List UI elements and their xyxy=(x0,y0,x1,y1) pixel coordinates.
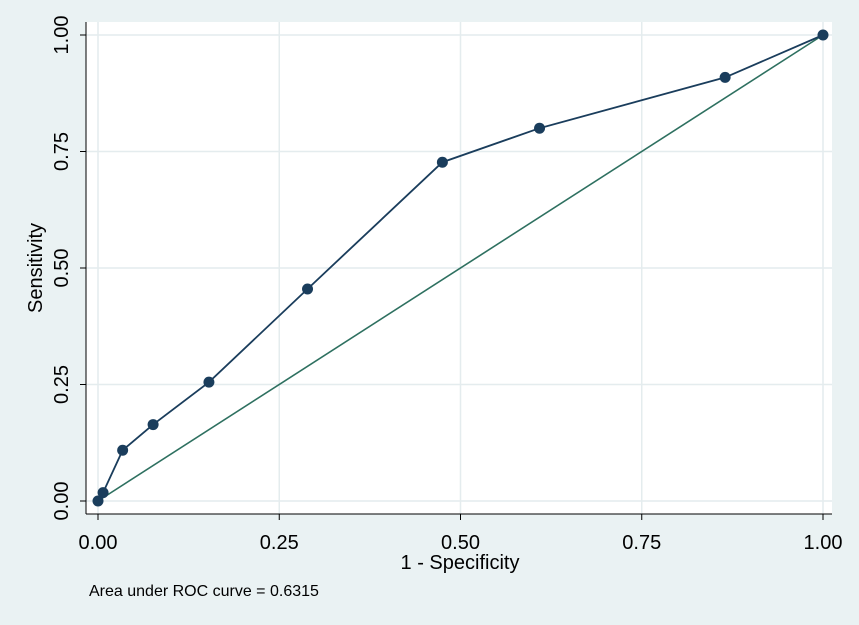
x-tick-label: 0.25 xyxy=(260,532,299,554)
axis-ticks: 0.00 0.25 0.50 0.75 1.00 0.00 0.25 0.50 0.75 1.00 xyxy=(51,16,842,554)
roc-point xyxy=(719,71,731,83)
reference-diagonal-line xyxy=(97,34,824,502)
y-tick-label: 0.50 xyxy=(51,249,73,288)
y-tick-label: 1.00 xyxy=(51,16,73,55)
roc-point xyxy=(534,122,546,134)
x-tick-label: 0.75 xyxy=(622,532,661,554)
y-axis-title: Sensitivity xyxy=(25,223,47,313)
roc-point xyxy=(147,419,159,431)
roc-point xyxy=(302,283,314,295)
x-axis-title: 1 - Specificity xyxy=(401,552,520,574)
roc-point xyxy=(97,487,109,499)
roc-point xyxy=(436,156,448,168)
y-tick-label: 0.00 xyxy=(51,482,73,521)
x-tick-label: 0.50 xyxy=(441,532,480,554)
roc-curve-line xyxy=(97,34,824,502)
x-tick-label: 0.00 xyxy=(79,532,118,554)
y-tick-label: 0.75 xyxy=(51,132,73,171)
x-tick-label: 1.00 xyxy=(804,532,843,554)
roc-point xyxy=(817,29,829,41)
y-tick-label: 0.25 xyxy=(51,365,73,404)
roc-point xyxy=(203,376,215,388)
series-layer xyxy=(92,29,829,507)
roc-point xyxy=(92,495,104,507)
roc-point xyxy=(117,444,129,456)
auc-note: Area under ROC curve = 0.6315 xyxy=(89,583,319,600)
